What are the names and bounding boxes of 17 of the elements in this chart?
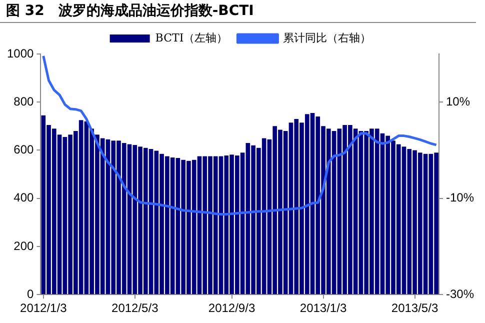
y-tick-label: 600 (14, 142, 34, 157)
chart-title: 图 32 波罗的海成品油运价指数-BCTI (0, 0, 476, 23)
legend-label: 累计同比（右轴） (283, 31, 372, 44)
y2-tick-label: 10% (446, 94, 470, 108)
y2-tick-label: -30% (446, 286, 474, 301)
x-tick-label: 2012/9/3 (208, 301, 256, 316)
y-tick-label: 200 (14, 238, 34, 253)
x-tick-label: 2013/1/3 (300, 301, 347, 316)
y2-tick-label: -10% (446, 190, 474, 205)
y-tick-label: 0 (27, 286, 34, 301)
y-tick-label: 400 (14, 190, 34, 205)
x-tick-label: 2013/5/3 (391, 301, 438, 316)
y-tick-label: 1000 (6, 46, 34, 60)
x-tick-label: 2012/1/3 (20, 301, 68, 316)
x-tick-label: 2012/5/3 (112, 301, 159, 316)
legend-label: BCTI（左轴） (155, 31, 228, 44)
y-tick-label: 800 (14, 94, 34, 108)
